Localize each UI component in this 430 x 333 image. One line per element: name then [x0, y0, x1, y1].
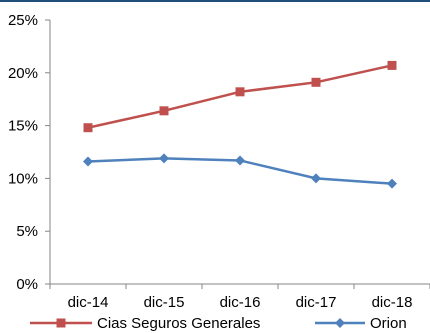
x-tick-label: dic-16 [220, 294, 261, 311]
x-tick-label: dic-17 [296, 294, 337, 311]
data-point-square [387, 60, 397, 70]
data-point-diamond [83, 156, 93, 167]
legend-label: Cias Seguros Generales [97, 315, 260, 332]
legend-entry-2: Orion [315, 315, 407, 332]
data-point-square [311, 77, 321, 87]
y-tick-label: 5% [16, 223, 38, 240]
y-tick-label: 10% [8, 170, 38, 187]
data-point-diamond [335, 318, 345, 328]
series-2 [83, 153, 397, 189]
data-point-square [83, 123, 93, 133]
legend-label: Orion [370, 315, 407, 332]
data-point-square [56, 318, 66, 328]
x-tick-label: dic-14 [68, 294, 109, 311]
x-tick-label: dic-18 [372, 294, 413, 311]
series-1 [83, 60, 397, 133]
data-point-diamond [235, 155, 245, 166]
x-axis: dic-14 dic-15 dic-16 dic-17 dic-18 [49, 283, 430, 311]
y-tick-label: 15% [8, 118, 38, 135]
data-point-diamond [311, 173, 321, 184]
legend-entry-1: Cias Seguros Generales [30, 315, 260, 332]
x-tick-label: dic-15 [144, 294, 185, 311]
data-point-diamond [159, 153, 169, 164]
data-point-square [235, 87, 245, 97]
legend: Cias Seguros Generales Orion [30, 315, 407, 332]
y-tick-label: 20% [8, 65, 38, 82]
y-axis: 0% 5% 10% 15% 20% 25% [8, 12, 51, 293]
data-point-square [159, 106, 169, 116]
series-line [87, 64, 393, 129]
y-tick-label: 0% [16, 276, 38, 293]
data-point-diamond [387, 178, 397, 189]
y-tick-label: 25% [8, 12, 38, 29]
series-layer [83, 60, 397, 189]
